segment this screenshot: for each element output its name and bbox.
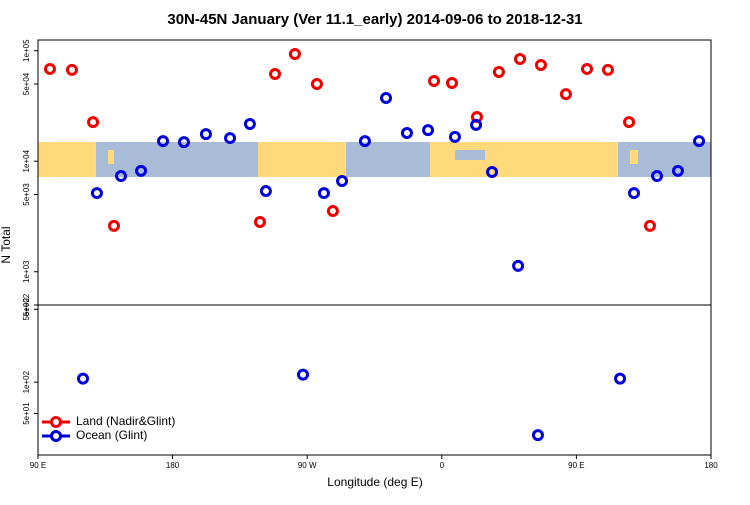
data-point bbox=[199, 128, 212, 141]
data-point bbox=[243, 118, 256, 131]
data-point bbox=[87, 116, 100, 129]
y-tick-label: 5e+04 bbox=[22, 72, 31, 95]
data-point bbox=[115, 169, 128, 182]
data-point bbox=[623, 116, 636, 129]
data-point bbox=[422, 124, 435, 137]
data-point bbox=[77, 372, 90, 385]
data-point bbox=[326, 205, 339, 218]
y-tick-label: 1e+03 bbox=[22, 260, 31, 283]
data-point bbox=[90, 187, 103, 200]
data-point bbox=[107, 219, 120, 232]
data-point bbox=[614, 372, 627, 385]
x-tick-label: 180 bbox=[166, 461, 180, 470]
data-point bbox=[317, 187, 330, 200]
data-point bbox=[288, 48, 301, 61]
x-axis-label: Longitude (deg E) bbox=[327, 475, 422, 489]
x-tick-label: 0 bbox=[440, 461, 445, 470]
data-point bbox=[259, 185, 272, 198]
legend-marker bbox=[50, 430, 62, 442]
data-point bbox=[627, 187, 640, 200]
data-point bbox=[157, 135, 170, 148]
data-point bbox=[269, 68, 282, 81]
data-point bbox=[358, 135, 371, 148]
data-point bbox=[336, 175, 349, 188]
y-tick-label: 5e+02 bbox=[22, 298, 31, 321]
data-point bbox=[492, 66, 505, 79]
data-point bbox=[581, 62, 594, 75]
data-point bbox=[514, 53, 527, 66]
data-point bbox=[297, 368, 310, 381]
data-point bbox=[380, 92, 393, 105]
data-point bbox=[601, 63, 614, 76]
y-tick-label: 1e+04 bbox=[22, 149, 31, 172]
legend-label: Ocean (Glint) bbox=[76, 428, 147, 442]
data-point bbox=[512, 259, 525, 272]
data-point bbox=[310, 77, 323, 90]
data-point bbox=[177, 136, 190, 149]
data-point bbox=[448, 130, 461, 143]
data-point bbox=[559, 88, 572, 101]
y-tick-label: 5e+02 bbox=[22, 293, 31, 316]
y-tick-label: 1e+02 bbox=[22, 370, 31, 393]
data-point bbox=[651, 169, 664, 182]
data-point bbox=[445, 77, 458, 90]
data-point bbox=[671, 164, 684, 177]
data-point bbox=[486, 166, 499, 179]
data-point bbox=[135, 164, 148, 177]
x-tick-label: 90 E bbox=[568, 461, 584, 470]
data-point bbox=[428, 74, 441, 87]
data-point bbox=[534, 58, 547, 71]
y-tick-label: 5e+01 bbox=[22, 402, 31, 425]
data-point bbox=[224, 132, 237, 145]
legend-marker bbox=[50, 416, 62, 428]
data-point bbox=[470, 118, 483, 131]
x-tick-label: 90 E bbox=[30, 461, 46, 470]
y-tick-label: 5e+03 bbox=[22, 183, 31, 206]
data-point bbox=[65, 63, 78, 76]
data-point bbox=[400, 127, 413, 140]
x-tick-label: 180 bbox=[704, 461, 718, 470]
chart-title: 30N-45N January (Ver 11.1_early) 2014-09… bbox=[167, 11, 582, 28]
data-point bbox=[43, 62, 56, 75]
data-point bbox=[531, 429, 544, 442]
data-point bbox=[693, 135, 706, 148]
legend-label: Land (Nadir&Glint) bbox=[76, 414, 175, 428]
x-tick-label: 90 W bbox=[298, 461, 317, 470]
y-tick-label: 1e+05 bbox=[22, 39, 31, 62]
plot-frame bbox=[37, 39, 712, 456]
data-point bbox=[643, 219, 656, 232]
data-point bbox=[253, 215, 266, 228]
map-band bbox=[38, 142, 711, 177]
y-axis-label: N Total bbox=[0, 226, 13, 263]
